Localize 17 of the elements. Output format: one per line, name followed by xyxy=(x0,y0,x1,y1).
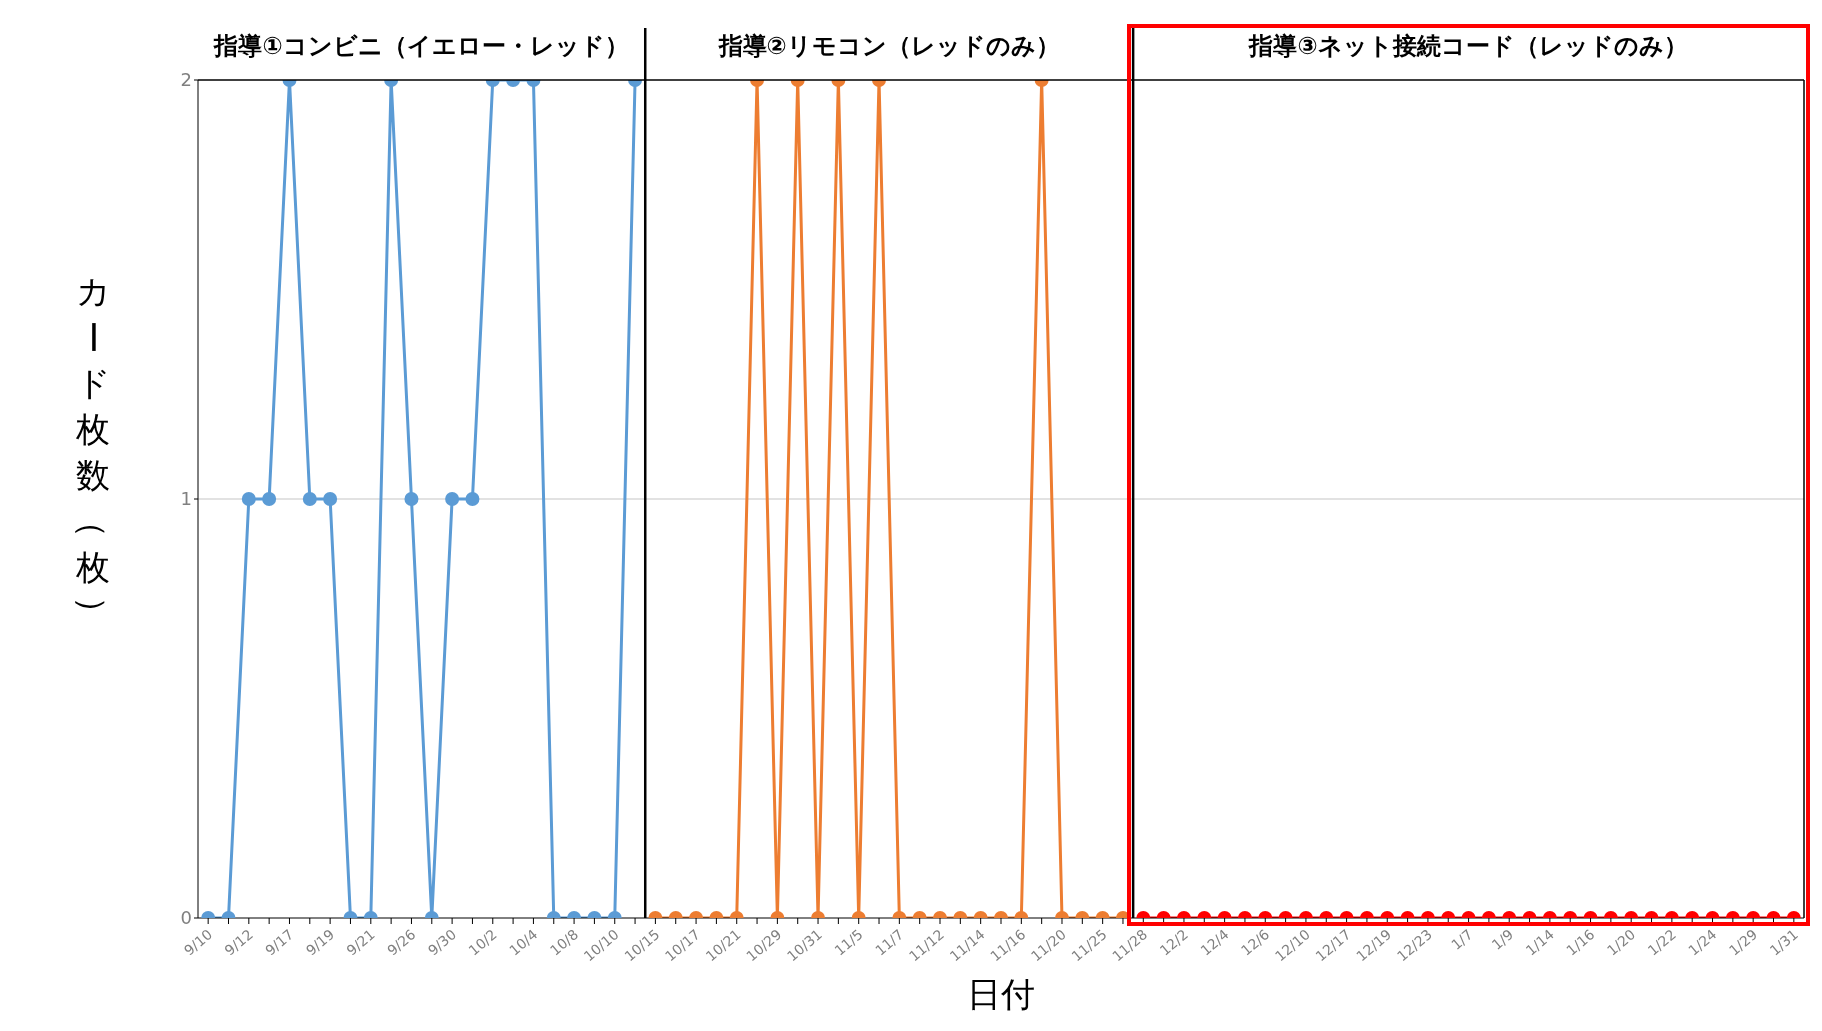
y-tick-label: 0 xyxy=(180,907,192,929)
text: 指導①コンビニ（イエロー・レッド） xyxy=(212,31,630,62)
point xyxy=(241,492,256,506)
text: 指導③ネット接続コード（レッドのみ） xyxy=(1247,31,1689,62)
y-tick-label: 1 xyxy=(180,488,192,510)
point xyxy=(262,492,277,506)
x-axis-title: 日付 xyxy=(966,973,1036,1016)
y-tick-label: 2 xyxy=(180,69,192,91)
y-axis-title: カード枚数（枚） xyxy=(72,270,114,632)
point xyxy=(465,492,480,506)
x-tick-label: 1/7 xyxy=(1448,926,1476,953)
x-tick-label: 1/9 xyxy=(1488,926,1517,953)
point xyxy=(302,492,317,506)
point xyxy=(323,492,338,506)
point xyxy=(404,492,419,506)
text: 指導②リモコン（レッドのみ） xyxy=(717,31,1061,62)
point xyxy=(445,492,460,506)
